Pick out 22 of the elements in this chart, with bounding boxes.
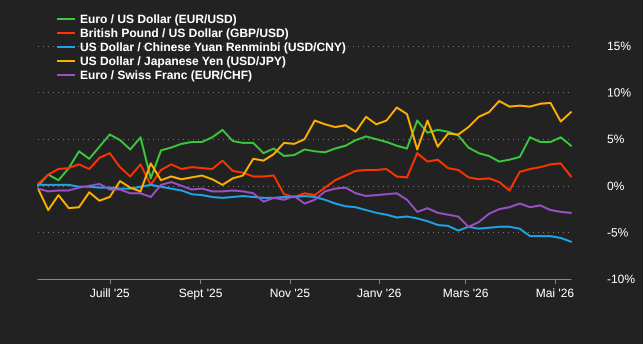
legend-label: US Dollar / Japanese Yen (USD/JPY)	[80, 54, 286, 68]
y-tick-label: 5%	[607, 132, 625, 146]
y-tick-label: 15%	[607, 39, 632, 53]
x-tick-label: Janv '26	[357, 286, 402, 300]
legend-label: US Dollar / Chinese Yuan Renminbi (USD/CNY)	[80, 40, 346, 54]
line-series	[37, 184, 572, 243]
y-tick-label: -10%	[607, 272, 636, 286]
line-series	[37, 120, 572, 187]
legend-label: British Pound / US Dollar (GBP/USD)	[80, 26, 289, 40]
y-tick-label: 10%	[607, 86, 632, 100]
legend-label: Euro / Swiss Franc (EUR/CHF)	[80, 68, 252, 82]
x-tick-label: Sept '25	[178, 286, 223, 300]
x-tick-label: Nov '25	[270, 286, 310, 300]
x-tick-label: Mai '26	[536, 286, 574, 300]
legend-label: Euro / US Dollar (EUR/USD)	[80, 12, 237, 26]
line-series	[37, 152, 572, 198]
y-tick-label: -5%	[607, 225, 629, 240]
x-tick-label: Juill '25	[90, 286, 130, 300]
line-series	[37, 100, 572, 212]
line-series	[37, 181, 572, 228]
y-tick-label: 0%	[607, 178, 625, 193]
x-tick-label: Mars '26	[442, 286, 489, 300]
